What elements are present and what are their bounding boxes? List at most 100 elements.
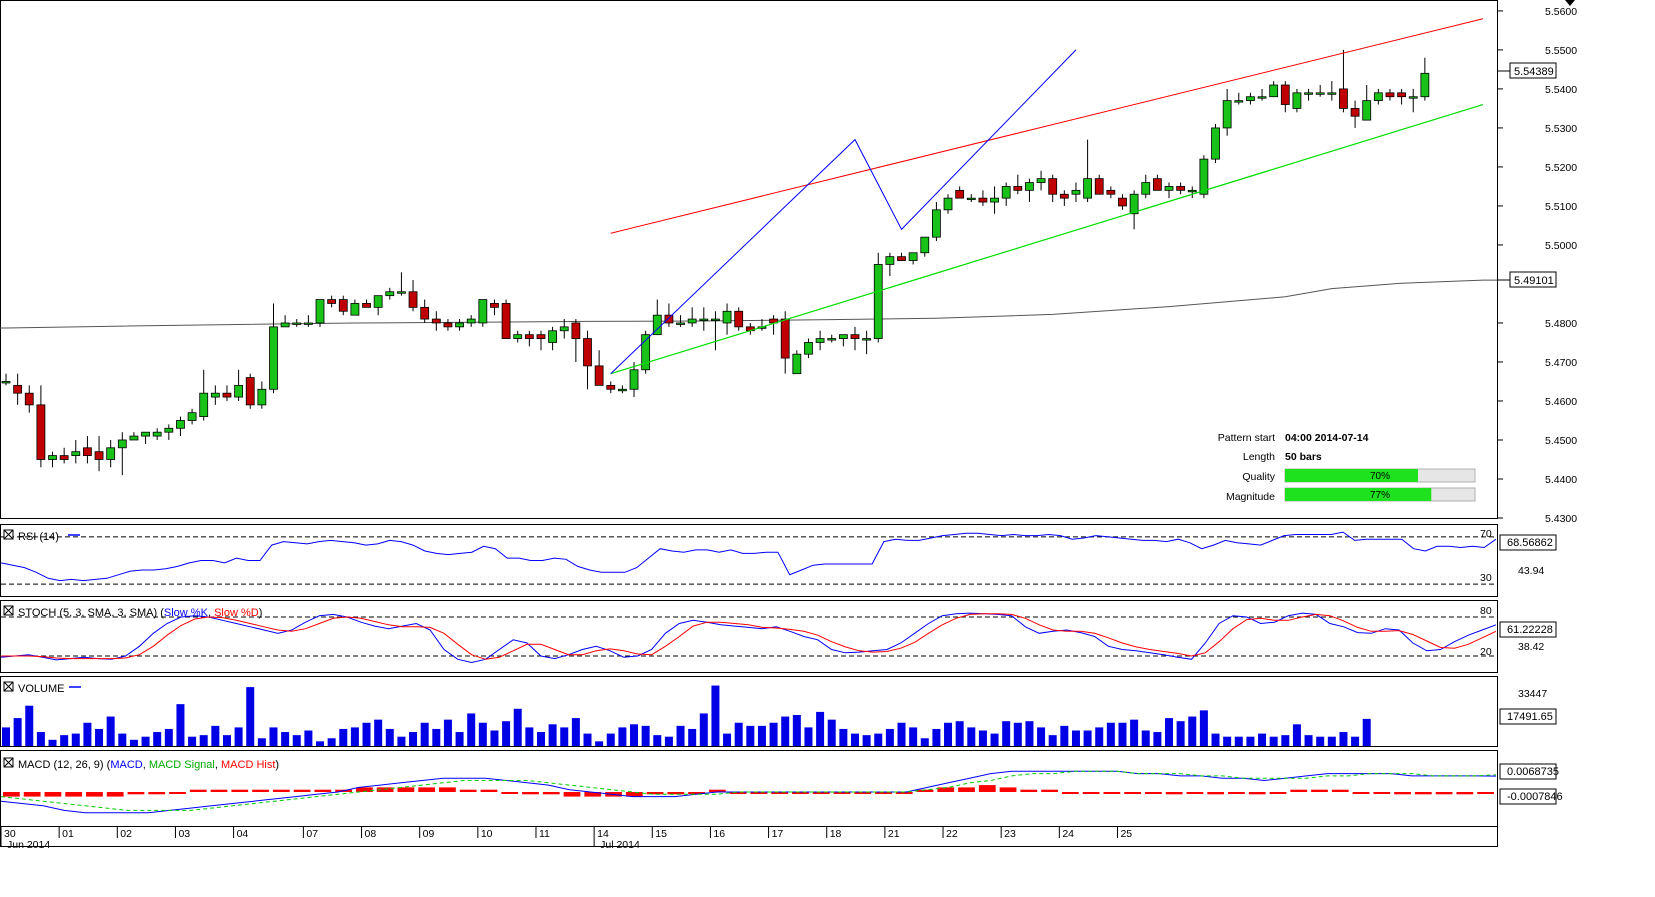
candle-bullish: [466, 318, 476, 324]
candle-bearish: [1385, 92, 1395, 98]
macd-hist-bar: [1020, 789, 1038, 792]
volume-bar: [432, 728, 441, 746]
stoch-level-20: 20: [1480, 646, 1492, 658]
volume-bar: [769, 722, 778, 746]
volume-bar: [1071, 730, 1080, 746]
volume-bar: [967, 727, 976, 746]
candle-bullish: [292, 322, 302, 325]
candle-bullish: [943, 197, 953, 211]
volume-bar: [71, 733, 80, 746]
volume-bar: [688, 728, 697, 746]
candle-bullish: [1373, 92, 1383, 102]
macd-params: MACD (12, 26, 9): [18, 759, 104, 771]
macd-hist-bar: [501, 792, 519, 794]
volume-close-icon-cross: [3, 681, 14, 692]
volume-bar: [292, 735, 301, 746]
volume-bar: [234, 727, 243, 746]
candle-bearish: [606, 384, 616, 390]
macd-hist-bar: [1248, 792, 1266, 795]
candle-bearish: [1118, 197, 1127, 207]
volume-bar: [1316, 736, 1325, 746]
candle-bullish: [303, 322, 313, 325]
volume-bar: [83, 722, 92, 746]
macd-hist-bar: [833, 792, 851, 794]
candle-bullish: [48, 455, 57, 460]
volume-bar: [60, 735, 69, 746]
candle-bullish: [1234, 100, 1244, 103]
candle-bullish: [315, 299, 325, 324]
macd-hist-bar: [937, 787, 955, 792]
candle-bullish: [1, 381, 11, 384]
volume-bar: [699, 713, 708, 746]
price-tick-label: 5.5000: [1545, 240, 1577, 252]
volume-bar: [304, 730, 313, 746]
volume-bar: [548, 724, 557, 746]
time-tick-label: 02: [120, 828, 132, 840]
candle-bearish: [245, 377, 255, 406]
volume-bar: [211, 725, 220, 746]
rsi-mid-tick: 43.94: [1518, 565, 1544, 577]
price-tick-label: 5.5500: [1545, 45, 1577, 57]
macd-hist-bar: [148, 792, 166, 795]
macd-hist-bar: [854, 792, 872, 794]
volume-bar: [664, 736, 673, 746]
macd-close-icon-cross: [3, 757, 14, 768]
macd-hist-bar: [1041, 789, 1058, 792]
volume-bar: [618, 727, 627, 746]
volume-bar: [199, 735, 208, 746]
volume-bar: [734, 722, 743, 746]
macd-hist-bar: [252, 789, 269, 792]
candle-bullish: [966, 197, 976, 201]
candle-bearish: [13, 384, 23, 394]
macd-hist-bar: [563, 792, 581, 797]
macd-hist-bar: [3, 792, 20, 797]
volume-bar: [409, 732, 418, 746]
candle-bearish: [1013, 186, 1023, 191]
volume-bar: [1362, 718, 1371, 746]
volume-bar: [1199, 710, 1208, 746]
candle-bearish: [1059, 193, 1069, 199]
volume-bar: [106, 716, 115, 746]
macd-value-label: 0.0068735: [1507, 766, 1559, 778]
volume-bar: [757, 725, 766, 746]
candle-bearish: [1280, 84, 1290, 105]
volume-bar: [839, 728, 848, 746]
macd-layer: [0, 770, 1497, 814]
candle-bullish: [1292, 92, 1302, 109]
price-tick-label: 5.5100: [1545, 201, 1577, 213]
rsi-layer: [0, 531, 1497, 585]
rsi-close-icon-cross: [3, 529, 14, 540]
volume-bar: [630, 724, 639, 746]
volume-bar: [1339, 732, 1348, 746]
ma-value-box: [1509, 271, 1557, 288]
candle-bullish: [152, 431, 162, 437]
candle-bullish: [1408, 96, 1418, 99]
candle-bearish: [664, 314, 674, 324]
pattern-length-label: Length: [1243, 451, 1275, 463]
volume-bar: [222, 735, 231, 746]
macd-hist-bar: [1394, 792, 1411, 795]
macd-paren-open: (: [104, 759, 111, 771]
candle-bearish: [1048, 178, 1058, 195]
macd-hist-bar: [1103, 792, 1121, 794]
macd-hist-bar: [1331, 789, 1349, 792]
volume-bar: [153, 732, 162, 746]
volume-bar: [676, 725, 685, 746]
candle-bullish: [885, 256, 895, 265]
macd-hist-bar: [646, 792, 664, 795]
candle-bearish: [501, 303, 511, 339]
volume-bar: [1223, 736, 1232, 746]
candle-bearish: [59, 455, 69, 460]
macd-hist-bar: [1061, 792, 1079, 794]
candle-bullish: [1420, 72, 1430, 98]
scroll-marker-icon[interactable]: [1565, 0, 1575, 6]
macd-hist-bar: [999, 787, 1017, 792]
volume-bar: [885, 728, 894, 746]
stoch-k-name: Slow %K: [164, 607, 209, 619]
candle-bullish: [908, 252, 918, 261]
time-tick-label: 18: [830, 828, 842, 840]
volume-bar: [583, 733, 592, 746]
candle-bullish: [455, 322, 464, 328]
volume-bar: [862, 735, 871, 746]
